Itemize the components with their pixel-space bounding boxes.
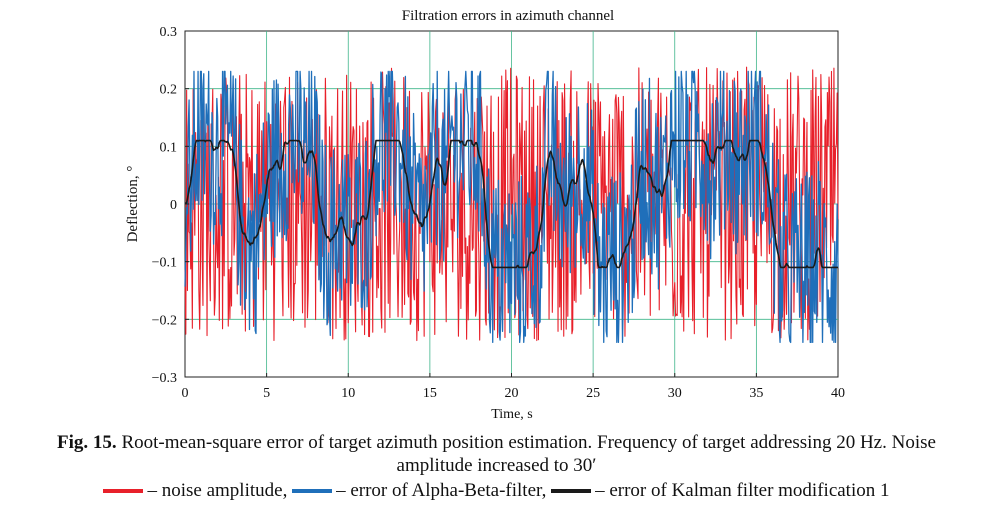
series-layer	[184, 66, 839, 344]
y-tick-label: −0.3	[152, 371, 177, 386]
legend: – noise amplitude, – error of Alpha-Beta…	[0, 480, 993, 502]
y-tick-label: 0.1	[160, 140, 178, 155]
legend-item-noise: – noise amplitude,	[103, 480, 292, 501]
legend-label-alpha-beta: – error of Alpha-Beta-filter,	[336, 480, 547, 501]
y-tick-label: 0.3	[160, 25, 178, 40]
x-tick-label: 15	[423, 386, 437, 401]
series-line-alpha-beta-error	[184, 70, 839, 344]
chart: 0 5 10 15 20 25 30 35 40 0.3 0.2 0.1 0 −0.1 −0.2 −0.3 F…	[125, 8, 845, 422]
legend-item-kalman: – error of Kalman filter modification 1	[551, 480, 890, 501]
legend-item-alpha-beta: – error of Alpha-Beta-filter,	[292, 480, 551, 501]
x-tick-label: 10	[341, 386, 355, 401]
y-tick-label: −0.2	[152, 313, 177, 328]
axes-layer: 0 5 10 15 20 25 30 35 40 0.3 0.2 0.1 0 −0.1 −0.2 −0.3	[152, 25, 845, 401]
series-line-kalman-error	[184, 139, 838, 269]
y-tick-label: 0	[170, 198, 177, 213]
chart-title: Filtration errors in azimuth channel	[402, 8, 614, 24]
x-tick-label: 20	[505, 386, 519, 401]
x-tick-label: 30	[668, 386, 682, 401]
x-axis-label: Time, s	[491, 407, 533, 422]
series-line-noise-amplitude	[184, 66, 839, 342]
caption-text-2: amplitude increased to 30′	[396, 455, 597, 476]
x-tick-label: 25	[586, 386, 600, 401]
y-tick-label: −0.1	[152, 256, 177, 271]
figure-label: Fig. 15.	[57, 432, 117, 453]
figure-caption-line-1: Fig. 15. Root-mean-square error of targe…	[0, 432, 993, 454]
legend-label-noise: – noise amplitude,	[147, 480, 288, 501]
caption-text-1: Root-mean-square error of target azimuth…	[116, 432, 936, 453]
x-tick-label: 35	[749, 386, 763, 401]
y-axis-label: Deflection, °	[125, 166, 141, 243]
x-tick-label: 5	[263, 386, 270, 401]
figure-caption-line-2: amplitude increased to 30′	[0, 455, 993, 477]
legend-swatch-alpha-beta	[292, 488, 333, 493]
legend-label-kalman: – error of Kalman filter modification 1	[595, 480, 890, 501]
legend-swatch-kalman	[551, 488, 592, 493]
x-tick-label: 40	[831, 386, 845, 401]
x-tick-label: 0	[182, 386, 189, 401]
legend-swatch-noise	[103, 488, 144, 493]
y-tick-label: 0.2	[160, 83, 178, 98]
